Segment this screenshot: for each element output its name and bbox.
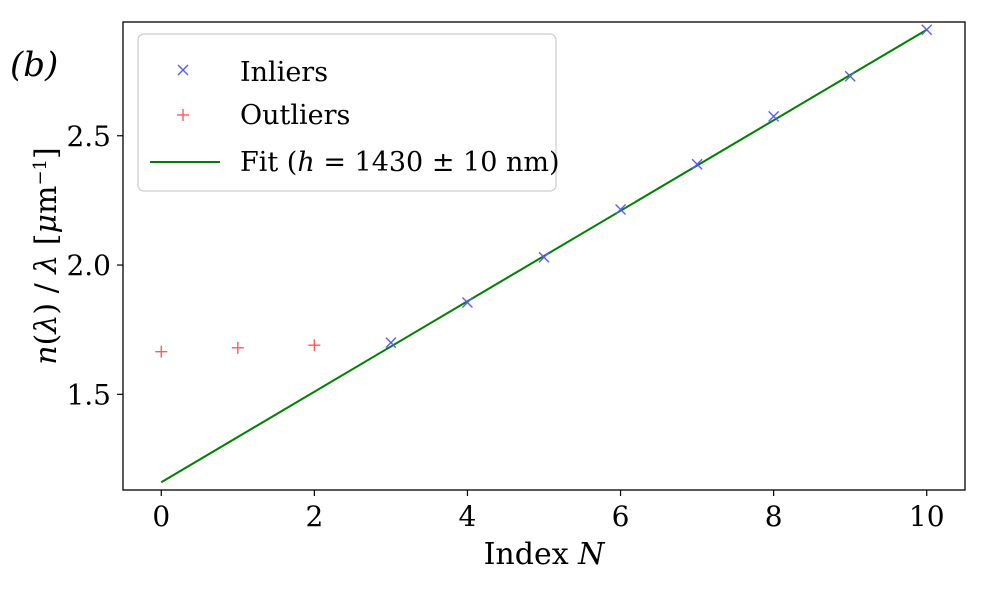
outlier-point: [308, 339, 321, 352]
fit-line: [160, 28, 928, 484]
inlier-point: [538, 251, 550, 263]
legend: Inliers Outliers Fit (h = 1430 ± 10 nm): [137, 33, 560, 192]
legend-marker-outliers: [177, 109, 189, 121]
inlier-point: [461, 297, 473, 309]
inlier-point: [615, 203, 627, 215]
x-tick-label: 8: [765, 500, 783, 533]
legend-label-inliers: Inliers: [240, 57, 328, 88]
ticks: 0 2 4 6 8 10 1.5 2.0 2.5: [66, 120, 944, 533]
inlier-point: [921, 24, 933, 36]
marks: [155, 24, 933, 484]
inlier-point: [385, 337, 397, 349]
legend-box: [137, 33, 557, 192]
outlier-point: [231, 341, 244, 354]
inlier-point: [768, 110, 780, 122]
y-tick-label: 2.5: [66, 120, 111, 153]
inlier-point: [691, 158, 703, 170]
panel-label: (b): [10, 45, 58, 85]
legend-marker-inliers: [177, 64, 189, 76]
y-axis-label: n(λ) / λ [μm−1]: [29, 147, 64, 364]
legend-label-outliers: Outliers: [240, 100, 350, 131]
x-tick-label: 4: [459, 500, 477, 533]
inlier-point: [844, 70, 856, 82]
x-tick-label: 0: [152, 500, 170, 533]
y-tick-label: 1.5: [66, 378, 111, 411]
x-tick-label: 2: [305, 500, 323, 533]
outlier-point: [155, 345, 168, 358]
plot-frame: [122, 21, 966, 491]
x-tick-label: 10: [909, 500, 945, 533]
y-tick-label: 2.0: [66, 249, 111, 282]
legend-label-fit: Fit (h = 1430 ± 10 nm): [240, 147, 560, 178]
x-tick-label: 6: [612, 500, 630, 533]
x-axis-label: Index N: [484, 537, 607, 572]
